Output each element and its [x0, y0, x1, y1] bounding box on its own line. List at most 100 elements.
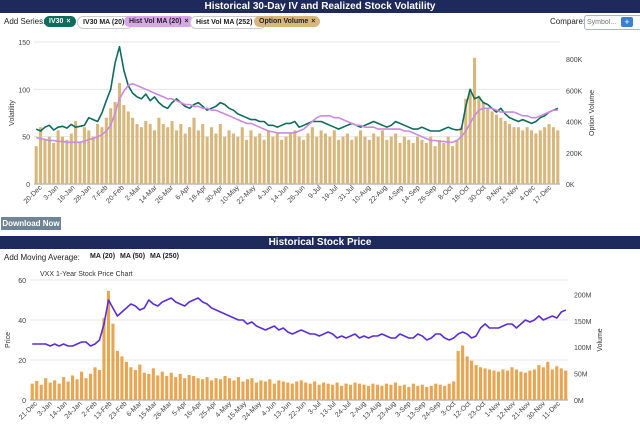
volume-bar	[344, 383, 348, 400]
y-tick-label: 40	[18, 318, 26, 325]
volume-bar	[151, 368, 155, 400]
volume-bar	[523, 372, 527, 400]
volume-bar	[183, 378, 187, 400]
series-tag-label: Hist Vol MA (20)	[129, 18, 182, 25]
volume-bar	[75, 379, 79, 400]
volume-bar	[232, 380, 236, 400]
y2-tick-label: 0K	[566, 182, 575, 189]
volatility-header: Historical 30-Day IV and Realized Stock …	[0, 0, 640, 13]
y2-tick-label: 0M	[574, 398, 584, 405]
stock-price-chart: VXX 1-Year Stock Price Chart 0 20 40 60 0M 50M…	[5, 271, 604, 422]
series-tag-label: Option Volume	[259, 18, 309, 25]
remove-icon[interactable]: ×	[66, 18, 71, 25]
volume-bar	[129, 367, 133, 400]
volume-bar	[446, 136, 450, 184]
volume-bar	[559, 368, 563, 400]
volume-bar	[525, 127, 529, 184]
volume-bar	[447, 383, 451, 400]
volume-bar	[348, 384, 353, 400]
volume-bar	[139, 127, 143, 184]
ma-20-button[interactable]: MA (20)	[90, 253, 116, 260]
remove-icon[interactable]: ×	[184, 18, 189, 25]
volume-bar	[335, 382, 339, 400]
volume-bar	[331, 384, 335, 400]
volume-bar	[104, 117, 108, 184]
add-series-label: Add Series:	[4, 17, 46, 26]
volume-bar	[122, 105, 126, 184]
volume-bar	[53, 380, 57, 400]
volume-bar	[402, 384, 406, 400]
volume-bar	[389, 136, 393, 184]
remove-icon[interactable]: ×	[311, 18, 316, 25]
volume-bar	[442, 142, 446, 184]
volume-bar	[147, 373, 151, 400]
volume-bar	[501, 369, 505, 400]
x-tick-label: 24-Jul	[334, 400, 353, 419]
volume-bar	[286, 382, 290, 400]
volume-bar	[205, 377, 209, 400]
volume-bar	[196, 130, 200, 184]
ma-50-button[interactable]: MA (50)	[120, 253, 146, 260]
volume-bar	[44, 378, 48, 400]
volume-bar	[161, 124, 165, 184]
download-button[interactable]: Download Now	[1, 217, 61, 230]
volume-bar	[459, 127, 463, 184]
x-tick-label: 17-Dec	[532, 184, 553, 205]
volume-bar	[160, 371, 164, 400]
x-tick-label: 19-Jul	[321, 184, 340, 203]
volume-bar	[313, 381, 317, 400]
series-tag-option-volume[interactable]: Option Volume ×	[254, 16, 321, 27]
ma-250-button[interactable]: MA (250)	[150, 253, 179, 260]
y-tick-label: 60	[18, 278, 26, 285]
volume-bar	[245, 379, 250, 400]
series-line-hist-vol-ma-20-	[36, 82, 558, 144]
volume-bar	[62, 377, 66, 400]
volume-bar	[550, 369, 554, 400]
volume-bar	[434, 383, 438, 400]
volume-bar	[120, 356, 124, 400]
volume-bar	[465, 356, 469, 400]
volume-bar	[474, 365, 478, 400]
volume-bar	[477, 95, 481, 184]
series-tag-hist-vol-20[interactable]: Hist Vol MA (20) ×	[124, 16, 194, 27]
volume-bar	[288, 133, 292, 184]
volume-bar	[424, 142, 428, 184]
y2-tick-label: 100M	[574, 345, 592, 352]
volume-bar	[236, 136, 240, 184]
volume-bar	[241, 381, 245, 400]
volume-bar	[452, 381, 456, 400]
volume-bar	[271, 136, 275, 184]
volume-bar	[326, 383, 330, 400]
volume-bar	[532, 369, 536, 400]
volume-bar	[529, 130, 534, 184]
volume-bar	[359, 130, 363, 184]
volume-bar	[223, 376, 227, 400]
x-tick-label: 30-Oct	[468, 184, 488, 204]
volume-bar	[66, 381, 70, 400]
volume-bar	[30, 383, 34, 400]
volume-bar	[362, 384, 366, 400]
volume-bar	[337, 139, 341, 184]
volume-bar	[218, 379, 223, 400]
volume-bar	[156, 375, 160, 400]
volume-bar	[516, 127, 520, 184]
series-tag-iv30[interactable]: IV30 ×	[44, 16, 76, 27]
volume-bar	[496, 371, 501, 400]
y-tick-label: 0	[26, 182, 30, 189]
volume-bar	[209, 127, 214, 184]
compare-label: Compare:	[550, 17, 586, 26]
volume-bar	[499, 117, 503, 184]
volume-bar	[245, 139, 249, 184]
volume-bar	[96, 124, 100, 184]
volume-bar	[268, 379, 272, 400]
volume-bar	[479, 367, 483, 400]
volume-bar	[214, 133, 218, 184]
volume-bar	[106, 290, 111, 400]
volume-bar	[411, 383, 415, 400]
volume-bar	[371, 383, 375, 400]
add-compare-button[interactable]: +	[621, 17, 633, 27]
volume-bar	[487, 369, 492, 400]
volume-bar	[192, 376, 196, 400]
volume-bar	[254, 382, 258, 400]
